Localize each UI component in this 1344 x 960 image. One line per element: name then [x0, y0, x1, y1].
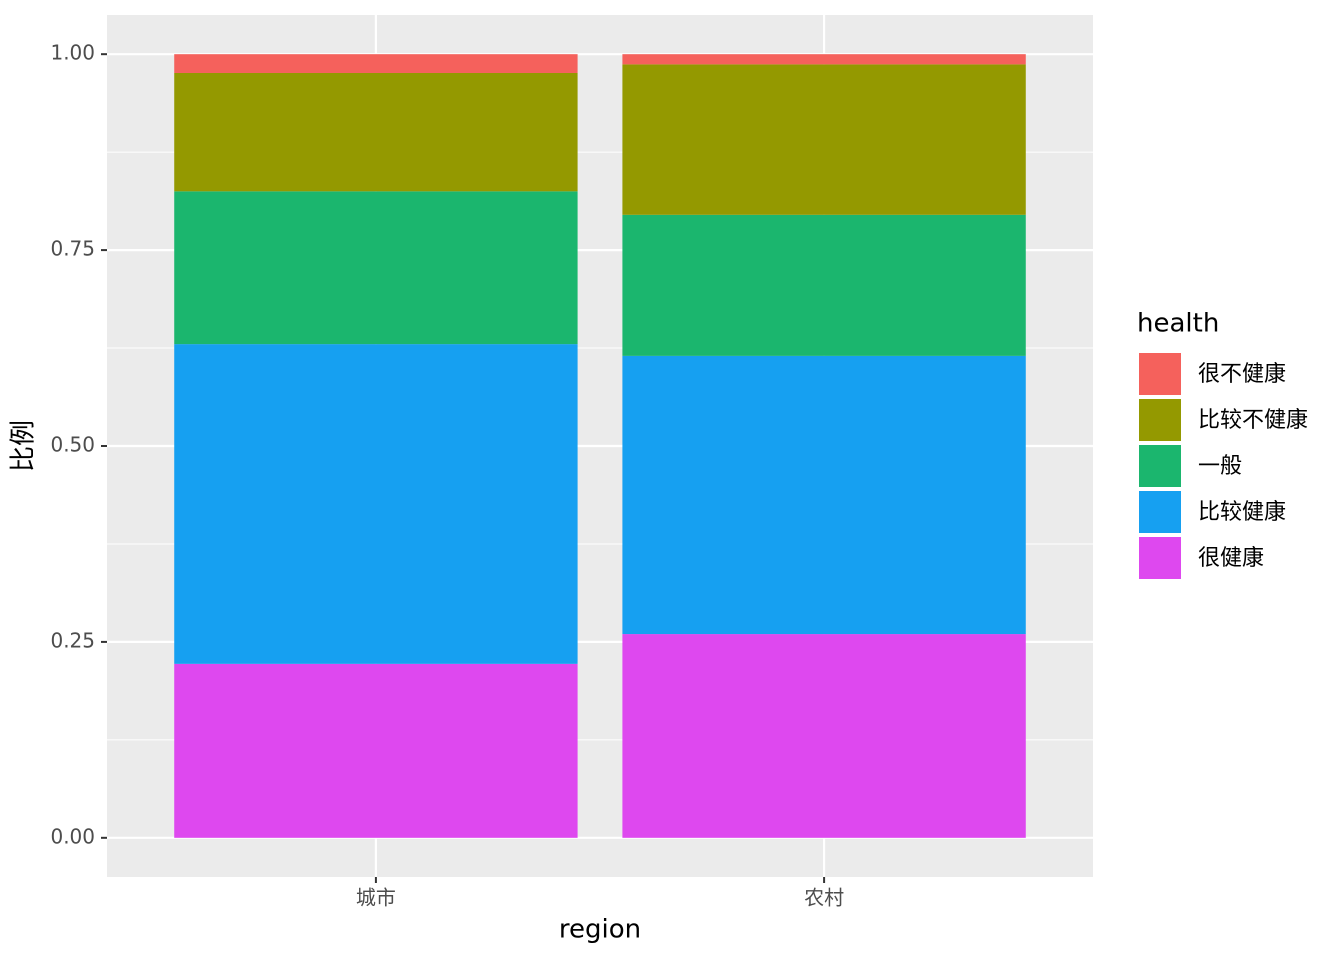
x-tick-label: 城市: [356, 886, 396, 910]
bar-segment: [622, 64, 1026, 215]
bar-segment: [622, 634, 1026, 838]
legend-label: 很不健康: [1198, 362, 1286, 387]
y-tick-label: 0.50: [50, 433, 95, 457]
legend-label: 一般: [1198, 454, 1242, 479]
legend-key: [1137, 489, 1183, 535]
bar-segment: [174, 663, 578, 838]
x-axis-title: region: [559, 915, 641, 945]
y-tick-label: 1.00: [50, 41, 95, 65]
legend-key: [1137, 443, 1183, 489]
bar-segment: [174, 344, 578, 664]
bar-segment: [174, 191, 578, 345]
bar-segment: [174, 72, 578, 192]
x-tick-label: 农村: [804, 886, 844, 910]
legend-key: [1137, 535, 1183, 581]
bar-segment: [622, 54, 1026, 65]
bar-segment: [174, 54, 578, 73]
legend-label: 比较不健康: [1198, 408, 1308, 433]
bar-segment: [622, 214, 1026, 356]
legend-label: 很健康: [1198, 546, 1264, 571]
bar-segment: [622, 355, 1026, 635]
legend-label: 比较健康: [1198, 500, 1286, 525]
legend-key: [1137, 397, 1183, 443]
y-tick-label: 0.75: [50, 237, 95, 261]
y-axis-title: 比例: [9, 420, 39, 472]
y-tick-label: 0.00: [50, 824, 95, 848]
legend-key: [1137, 351, 1183, 397]
legend-title: health: [1137, 309, 1219, 339]
y-tick-label: 0.25: [50, 628, 95, 652]
